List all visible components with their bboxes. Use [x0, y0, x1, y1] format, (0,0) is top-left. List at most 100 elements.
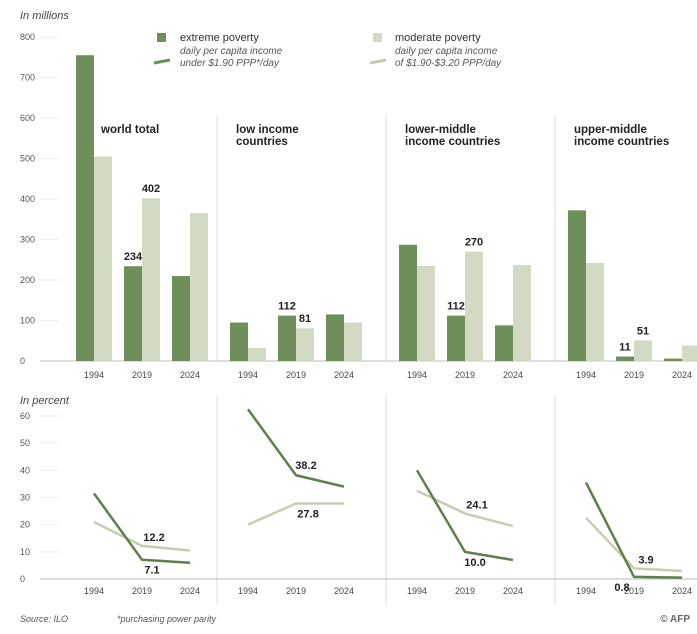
line-unit-label: In percent [20, 395, 70, 407]
legend-extreme-line [153, 58, 171, 65]
bar-moderate [296, 328, 314, 361]
line-x-tick-label: 2019 [132, 586, 152, 596]
line-extreme-value-label: 38.2 [295, 460, 316, 472]
bar-panel-title: upper-middle [574, 124, 647, 136]
line-x-tick-label: 1994 [576, 586, 596, 596]
bar-y-tick-label: 700 [20, 73, 35, 83]
bar-y-tick-label: 500 [20, 154, 35, 164]
line-x-tick-label: 1994 [407, 586, 427, 596]
bar-x-tick-label: 2024 [503, 370, 523, 380]
line-moderate-series [93, 520, 191, 552]
bar-moderate [465, 251, 483, 361]
credit-logo: © AFP [660, 614, 690, 625]
bar-extreme-value-label: 11 [619, 342, 631, 354]
bar-extreme-value-label: 112 [278, 301, 296, 313]
line-x-tick-label: 1994 [84, 586, 104, 596]
bar-y-tick-label: 400 [20, 194, 35, 204]
bar-moderate [190, 213, 208, 361]
bar-moderate-value-label: 402 [142, 183, 160, 195]
legend-extreme-desc-2: under $1.90 PPP*/day [180, 58, 280, 69]
legend-moderate-swatch [373, 33, 382, 42]
line-x-tick-label: 1994 [238, 586, 258, 596]
bar-extreme [568, 210, 586, 361]
line-x-tick-label: 2024 [180, 586, 200, 596]
line-moderate-value-label: 3.9 [638, 554, 653, 566]
line-y-tick-label: 10 [20, 547, 30, 557]
bar-x-tick-label: 1994 [84, 370, 104, 380]
bar-x-tick-label: 1994 [576, 370, 596, 380]
line-x-tick-label: 2019 [455, 586, 475, 596]
line-y-tick-label: 30 [20, 493, 30, 503]
legend-moderate-line [369, 58, 387, 65]
line-y-tick-label: 60 [20, 411, 30, 421]
bar-panel-title: lower-middle [405, 124, 476, 136]
line-moderate-value-label: 24.1 [466, 500, 487, 512]
bar-y-tick-label: 800 [20, 32, 35, 42]
bar-extreme [124, 266, 142, 361]
line-chart: In percent 0 10 20 30 40 50 60 1994 2019 2024 12.2 7… [20, 395, 697, 605]
line-x-tick-label: 2019 [286, 586, 306, 596]
bar-extreme [616, 356, 634, 361]
legend-moderate-desc-1: daily per capita income [395, 46, 498, 57]
bar-extreme [278, 315, 296, 361]
bar-moderate [94, 156, 112, 361]
source-note: Source: ILO [20, 614, 68, 624]
bar-moderate [248, 348, 266, 361]
line-extreme-value-label: 10.0 [464, 557, 485, 569]
line-moderate-value-label: 12.2 [143, 532, 164, 544]
bar-extreme [447, 315, 465, 361]
bar-extreme [230, 322, 248, 361]
bar-y-tick-label: 300 [20, 235, 35, 245]
legend-moderate-desc-2: of $1.90-$3.20 PPP/day [395, 58, 502, 69]
bar-moderate [586, 262, 604, 361]
bar-extreme-value-label: 112 [447, 301, 465, 313]
line-extreme-series [415, 469, 514, 562]
bar-x-tick-label: 2024 [672, 370, 692, 380]
ppp-footnote: *purchasing power parity [117, 614, 217, 624]
bar-extreme [326, 314, 344, 361]
bar-panel-title: countries [236, 136, 288, 148]
legend-extreme-label: extreme poverty [180, 32, 259, 44]
line-x-tick-label: 2024 [672, 586, 692, 596]
line-y-tick-label: 0 [20, 574, 25, 584]
line-x-tick-label: 2024 [503, 586, 523, 596]
bar-moderate-value-label: 270 [465, 237, 483, 249]
line-moderate-series [585, 517, 683, 573]
legend-moderate-label: moderate poverty [395, 32, 481, 44]
bar-y-tick-label: 100 [20, 316, 35, 326]
legend-extreme-swatch [157, 33, 166, 42]
line-x-tick-label: 2024 [334, 586, 354, 596]
bar-moderate [142, 198, 160, 361]
legend-extreme-desc-1: daily per capita income [180, 46, 283, 57]
line-x-tick-label: 2019 [624, 586, 644, 596]
bar-x-tick-label: 2019 [624, 370, 644, 380]
bar-x-tick-label: 2019 [132, 370, 152, 380]
bar-moderate [344, 322, 362, 361]
bar-extreme-value-label: 234 [124, 251, 143, 263]
bar-moderate-value-label: 51 [637, 325, 649, 337]
bar-panel-title: income countries [405, 136, 500, 148]
bar-x-tick-label: 2019 [455, 370, 475, 380]
bar-chart: In millions 0 100 200 300 400 500 600 700 800 worl… [20, 10, 697, 380]
bar-panel-title: low income [236, 124, 299, 136]
bar-extreme [399, 244, 417, 361]
bar-extreme [76, 55, 94, 361]
bar-panel-title: income countries [574, 136, 669, 148]
bar-moderate [417, 265, 435, 361]
line-moderate-series [247, 502, 344, 526]
bar-x-tick-label: 1994 [238, 370, 258, 380]
bar-extreme [495, 325, 513, 361]
line-y-tick-label: 20 [20, 520, 30, 530]
bar-x-tick-label: 1994 [407, 370, 427, 380]
line-extreme-series [246, 408, 345, 488]
footer: Source: ILO *purchasing power parity © A… [20, 614, 690, 625]
line-y-tick-label: 50 [20, 438, 30, 448]
bar-x-tick-label: 2019 [286, 370, 306, 380]
bar-moderate [513, 265, 531, 361]
bar-y-tick-label: 200 [20, 275, 35, 285]
bar-moderate [682, 345, 697, 361]
bar-unit-label: In millions [20, 10, 69, 22]
bar-moderate [634, 340, 652, 361]
